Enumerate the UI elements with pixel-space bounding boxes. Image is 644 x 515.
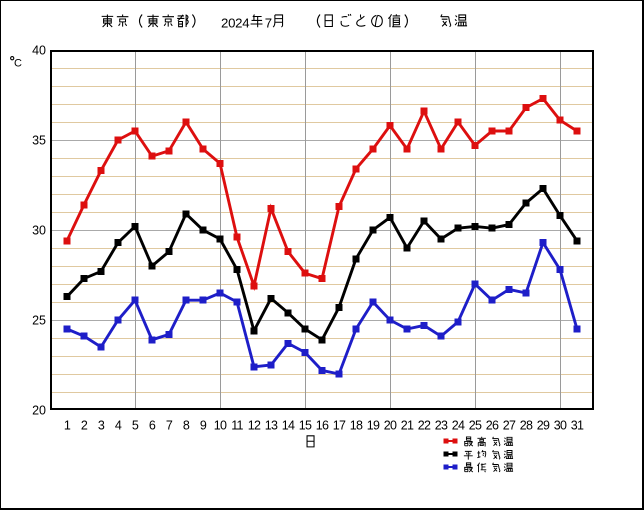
svg-text:30: 30 [32, 223, 46, 237]
svg-text:35: 35 [32, 133, 46, 147]
svg-text:11: 11 [231, 419, 243, 433]
svg-text:40: 40 [32, 43, 46, 57]
svg-text:28: 28 [520, 419, 533, 433]
svg-text:23: 23 [435, 419, 448, 433]
svg-text:20: 20 [384, 419, 397, 433]
svg-text:25: 25 [32, 313, 46, 327]
svg-text:7: 7 [166, 419, 173, 433]
svg-text:27: 27 [503, 419, 516, 433]
svg-text:15: 15 [299, 419, 312, 433]
svg-text:24: 24 [452, 419, 465, 433]
svg-text:10: 10 [214, 419, 227, 433]
svg-text:3: 3 [98, 419, 105, 433]
svg-text:9: 9 [200, 419, 207, 433]
svg-text:6: 6 [149, 419, 156, 433]
svg-text:29: 29 [537, 419, 550, 433]
svg-text:8: 8 [183, 419, 190, 433]
svg-text:16: 16 [316, 419, 329, 433]
svg-text:26: 26 [486, 419, 499, 433]
svg-text:5: 5 [132, 419, 139, 433]
svg-text:31: 31 [571, 419, 584, 433]
svg-text:7: 7 [265, 16, 272, 31]
svg-text:17: 17 [333, 419, 346, 433]
svg-text:30: 30 [554, 419, 567, 433]
svg-text:2: 2 [81, 419, 88, 433]
svg-text:C: C [14, 58, 22, 70]
svg-text:1: 1 [64, 419, 71, 433]
svg-text:20: 20 [32, 403, 46, 417]
svg-text:4: 4 [115, 419, 122, 433]
svg-text:21: 21 [401, 419, 414, 433]
svg-text:14: 14 [282, 419, 295, 433]
svg-text:18: 18 [350, 419, 363, 433]
svg-text:22: 22 [418, 419, 431, 433]
svg-text:2024: 2024 [221, 16, 249, 31]
svg-text:13: 13 [265, 419, 278, 433]
svg-text:19: 19 [367, 419, 380, 433]
svg-text:25: 25 [469, 419, 482, 433]
svg-text:12: 12 [248, 419, 261, 433]
